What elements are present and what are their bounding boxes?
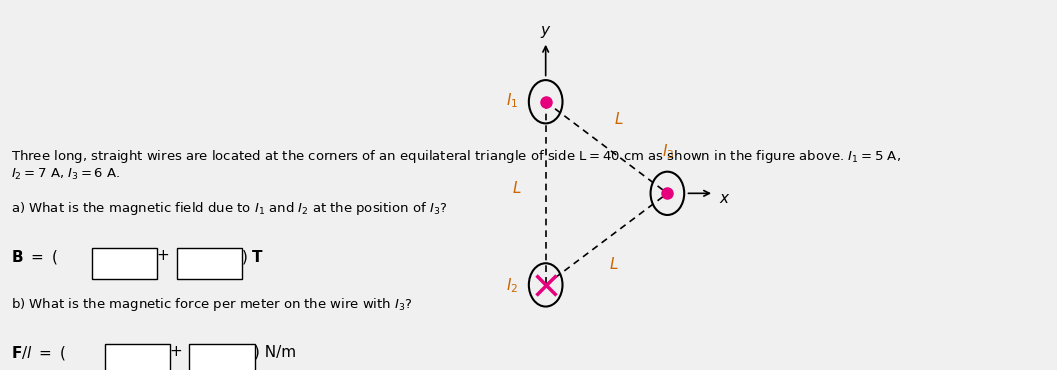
Text: $+$: $+$ <box>156 248 169 263</box>
Text: $\hat{\imath}$: $\hat{\imath}$ <box>122 254 128 273</box>
Text: $\mathbf{B}$ $=$ (: $\mathbf{B}$ $=$ ( <box>11 248 57 266</box>
Text: ) $\mathbf{T}$: ) $\mathbf{T}$ <box>241 248 264 266</box>
Text: $L$: $L$ <box>614 111 624 127</box>
Text: Three long, straight wires are located at the corners of an equilateral triangle: Three long, straight wires are located a… <box>11 148 901 182</box>
Text: $\hat{\jmath}$: $\hat{\jmath}$ <box>205 253 214 275</box>
Text: $x$: $x$ <box>719 191 730 206</box>
Text: a) What is the magnetic field due to $I_1$ and $I_2$ at the position of $I_3$?: a) What is the magnetic field due to $I_… <box>11 200 447 217</box>
Text: $I_1$: $I_1$ <box>506 91 518 110</box>
Text: $+$: $+$ <box>169 344 182 359</box>
Text: $y$: $y$ <box>540 24 552 40</box>
Text: b) What is the magnetic force per meter on the wire with $I_3$?: b) What is the magnetic force per meter … <box>11 296 412 313</box>
FancyBboxPatch shape <box>177 248 242 279</box>
Text: $L$: $L$ <box>512 180 521 196</box>
Text: ) N/m: ) N/m <box>254 344 296 359</box>
FancyBboxPatch shape <box>189 344 255 370</box>
Text: $I_2$: $I_2$ <box>506 276 518 295</box>
Text: $L$: $L$ <box>609 256 618 272</box>
FancyBboxPatch shape <box>92 248 157 279</box>
Text: $\mathbf{F}$$/l$ $=$ (: $\mathbf{F}$$/l$ $=$ ( <box>11 344 66 362</box>
FancyBboxPatch shape <box>105 344 170 370</box>
Text: $I_3$: $I_3$ <box>663 143 674 161</box>
Text: $\hat{\imath}$: $\hat{\imath}$ <box>134 350 141 369</box>
Text: $\hat{\jmath}$: $\hat{\jmath}$ <box>218 349 226 370</box>
